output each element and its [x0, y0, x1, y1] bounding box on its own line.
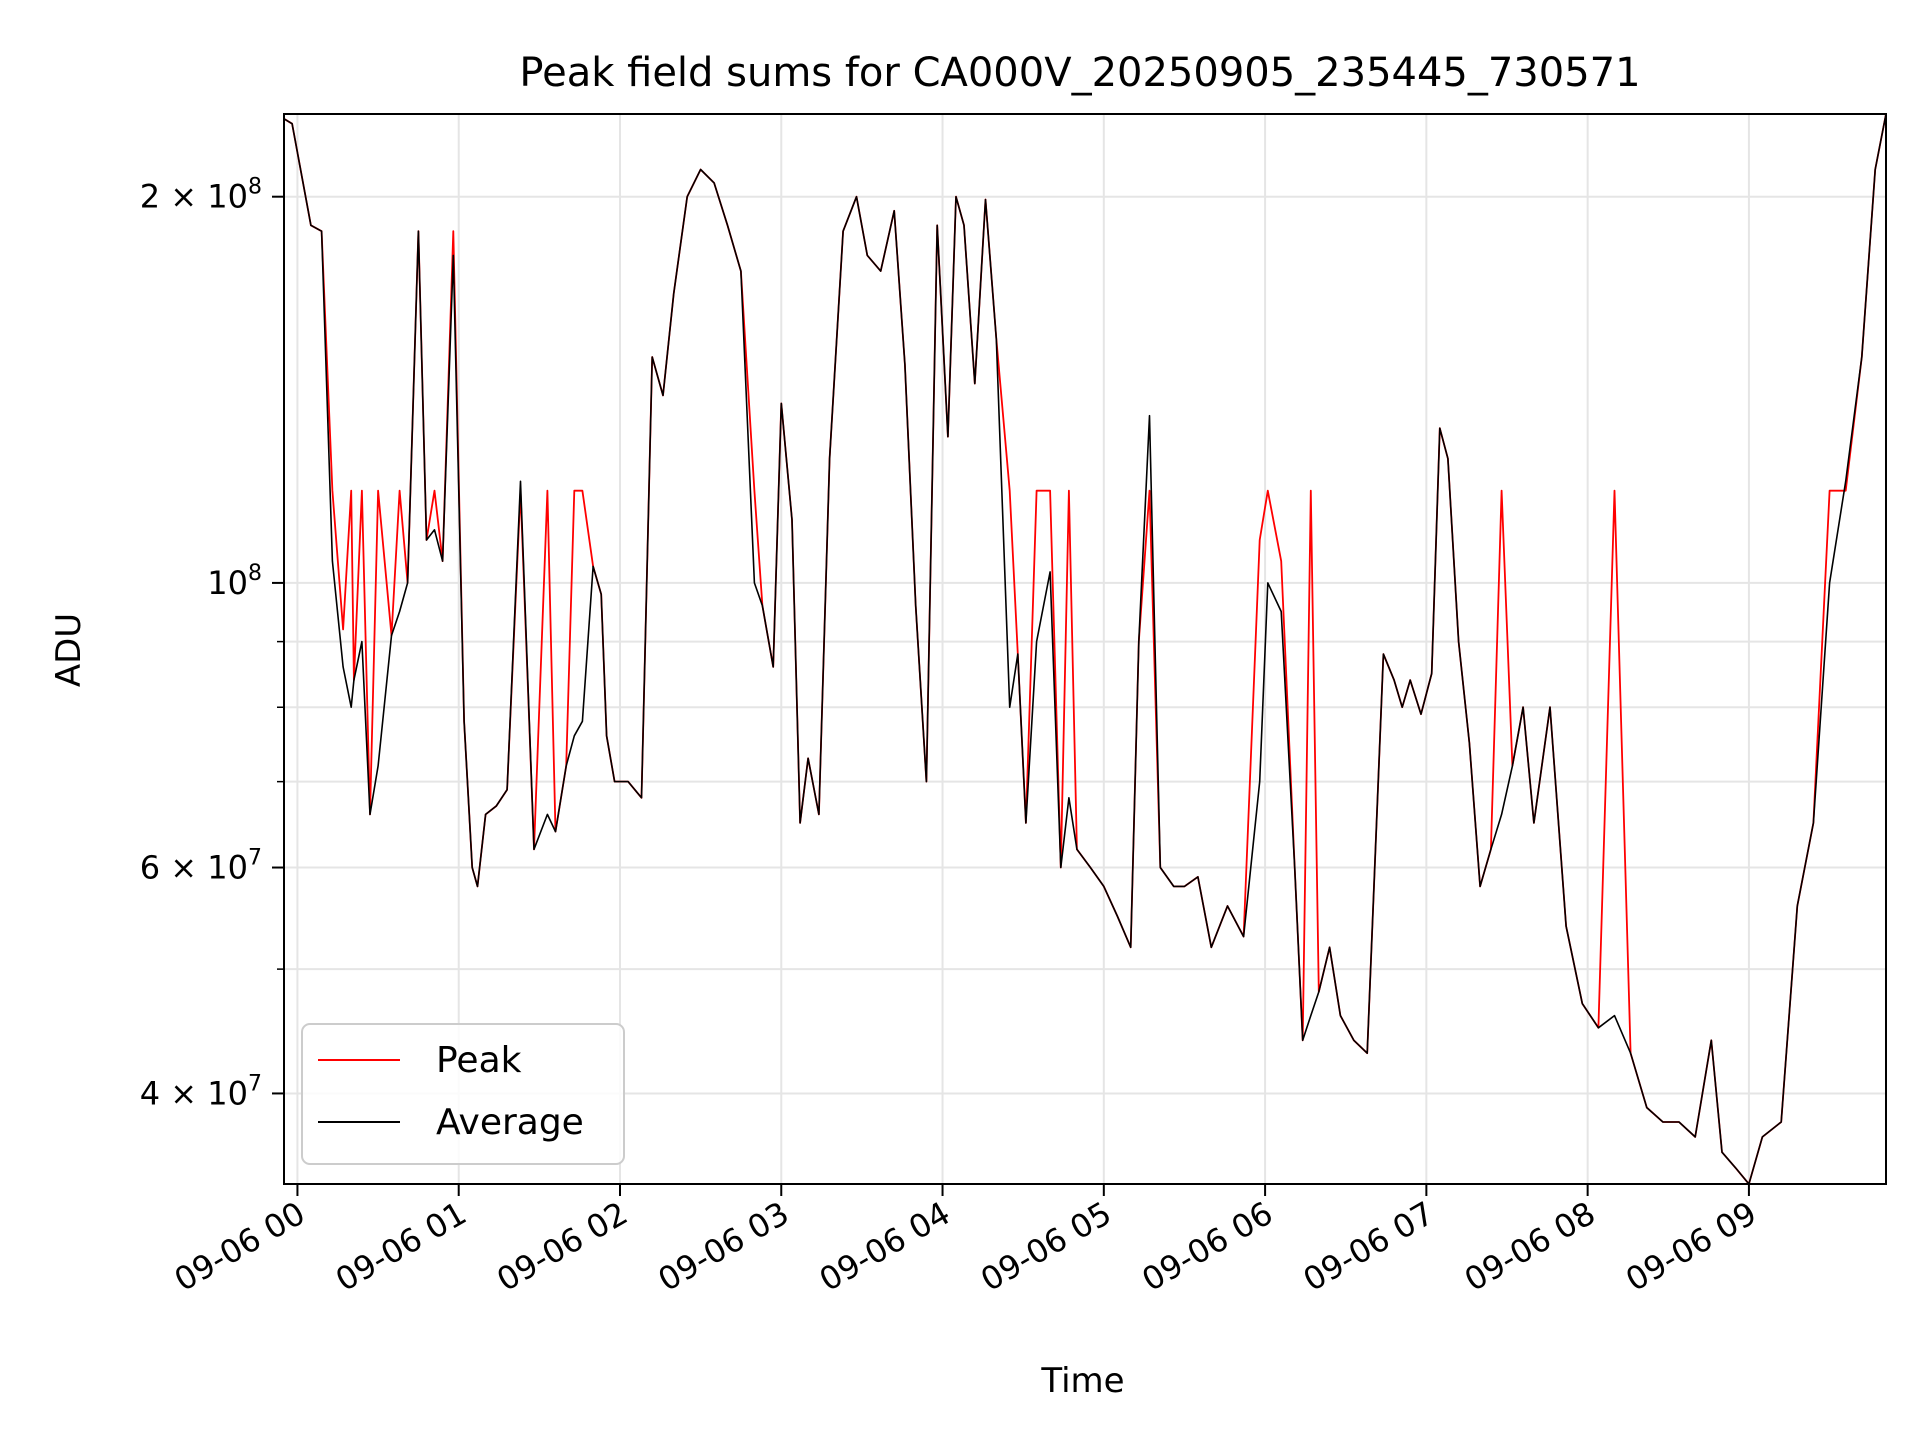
chart-title: Peak field sums for CA000V_20250905_2354…: [519, 50, 1640, 96]
legend-label-average: Average: [436, 1102, 584, 1143]
y-axis: 4 × 107 6 × 107 108 2 × 108: [140, 175, 284, 1112]
y-axis-label: ADU: [49, 613, 89, 687]
series-layer: [283, 113, 1887, 1185]
series-line-average: [283, 113, 1887, 1185]
plot-frame: [283, 113, 1887, 1185]
x-axis-label: Time: [1040, 1361, 1124, 1401]
y-tick-label: 2 × 108: [140, 175, 262, 216]
y-tick-label: 4 × 107: [140, 1071, 262, 1112]
y-tick-label: 108: [207, 561, 262, 602]
legend-label-peak: Peak: [436, 1040, 522, 1081]
y-tick-label: 6 × 107: [140, 846, 262, 887]
legend: Peak Average: [301, 1023, 625, 1165]
